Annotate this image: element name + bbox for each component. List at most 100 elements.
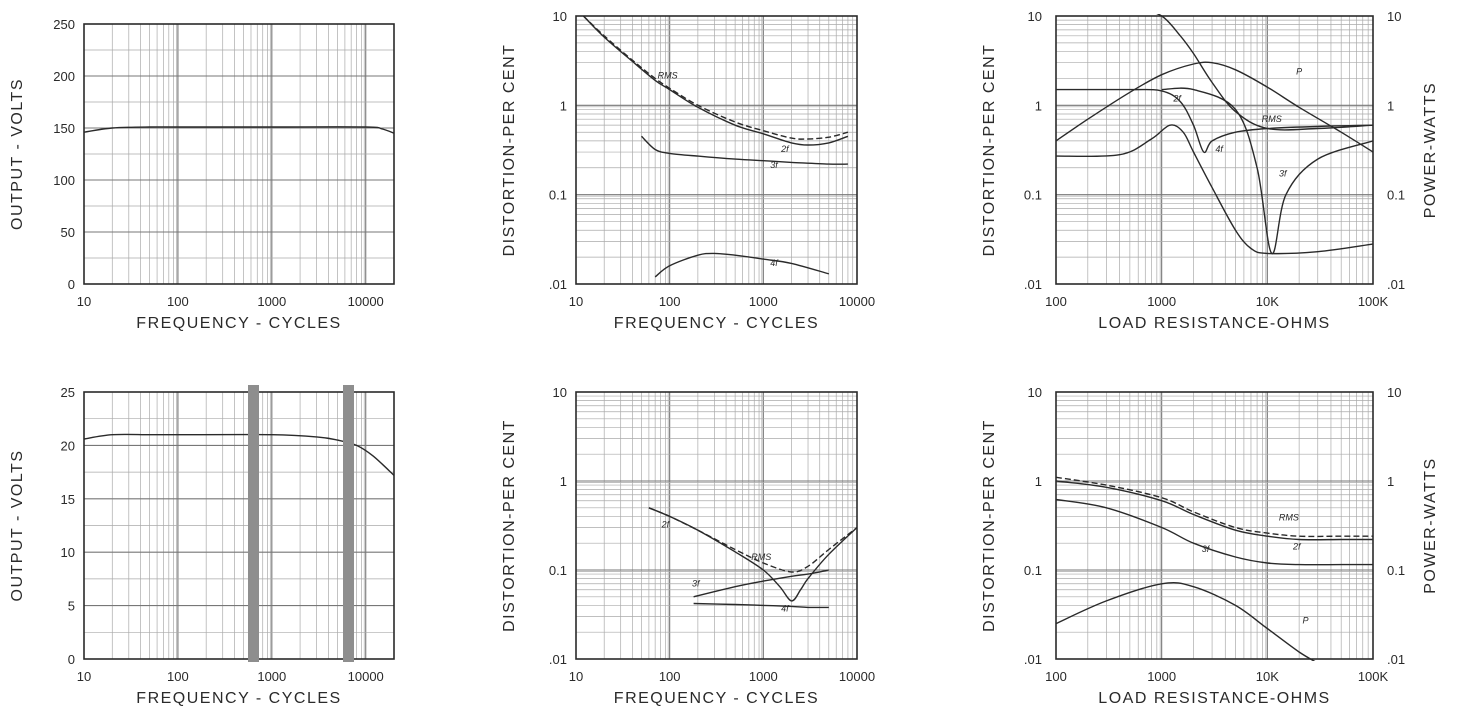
y-tick-label: .01 — [549, 652, 567, 667]
grid — [576, 392, 857, 659]
scan-artifacts — [248, 385, 354, 662]
x-tick-label: 1000 — [749, 669, 778, 684]
x-tick-label: 100K — [1358, 669, 1389, 684]
series-line-2f — [582, 15, 849, 146]
series-line-4f — [693, 602, 829, 609]
x-tick-label: 1000 — [257, 294, 286, 309]
y-tick-label: 0.1 — [1024, 188, 1042, 203]
series-group — [1056, 14, 1373, 255]
series-line-rms — [1056, 476, 1373, 538]
series-line-2f — [1056, 88, 1373, 154]
series-line-p — [1056, 581, 1316, 661]
curve-label-4f: 4f — [770, 258, 779, 268]
x-tick-label: 10 — [77, 669, 91, 684]
x-tick-label: 100 — [167, 669, 189, 684]
x-tick-label: 10000 — [348, 669, 384, 684]
y2-axis-label: POWER-WATTS — [1422, 457, 1439, 593]
x-tick-label: 10K — [1256, 669, 1279, 684]
curve-label-4f: 4f — [1215, 144, 1224, 154]
scan-bar — [248, 385, 259, 662]
series-line-rms — [1156, 14, 1373, 131]
series-line-4f — [654, 252, 829, 278]
curve-label-p: P — [1296, 67, 1302, 77]
plot-frame — [83, 23, 395, 285]
y-tick-label: 15 — [61, 492, 75, 507]
grid — [1056, 392, 1373, 659]
curve-label-rms: RMS — [1262, 114, 1282, 124]
y-axis-label: DISTORTION-PER CENT — [981, 419, 998, 632]
plot-frame — [83, 391, 395, 660]
y2-tick-label: 0.1 — [1387, 188, 1405, 203]
grid — [576, 16, 857, 284]
y2-tick-label: 1 — [1387, 474, 1394, 489]
x-tick-label: 100K — [1358, 294, 1389, 309]
curve-label-3f: 3f — [770, 160, 779, 170]
x-tick-label: 100 — [1045, 294, 1067, 309]
plot-frame — [575, 391, 858, 660]
grid — [1056, 16, 1373, 284]
x-tick-label: 1000 — [1147, 669, 1176, 684]
x-tick-label: 100 — [659, 294, 681, 309]
series-group — [84, 433, 394, 476]
chart-distortion-load-bottom: 100 1000 10K 100K .01 0.1 1 10 .01 0.1 1 10 LOAD RES… — [981, 385, 1439, 707]
series-line-output — [84, 433, 394, 476]
y-tick-label: 50 — [61, 225, 75, 240]
y-tick-label: 10 — [1028, 385, 1042, 400]
grid — [84, 24, 394, 284]
series-line-2f — [1056, 480, 1373, 541]
y-tick-label: 0.1 — [549, 188, 567, 203]
y-tick-label: 10 — [1028, 9, 1042, 24]
series-group — [1056, 476, 1373, 661]
x-tick-label: 10K — [1256, 294, 1279, 309]
curve-label-rms: RMS — [751, 552, 771, 562]
series-line-4f — [1056, 124, 1373, 255]
y-tick-label: 100 — [53, 173, 75, 188]
y-axis-label: DISTORTION-PER CENT — [501, 44, 518, 257]
y-tick-label: 0 — [68, 277, 75, 292]
y-tick-label: .01 — [1024, 277, 1042, 292]
y-tick-label: 1 — [560, 474, 567, 489]
series-line-3f — [641, 135, 848, 165]
y-tick-label: 200 — [53, 69, 75, 84]
x-tick-label: 10000 — [839, 669, 875, 684]
y-tick-label: 1 — [560, 98, 567, 113]
y2-tick-label: 10 — [1387, 385, 1401, 400]
curve-label-2f: 2f — [1172, 94, 1182, 104]
plot-frame — [1055, 391, 1374, 660]
x-tick-label: 10 — [569, 669, 583, 684]
y-axis-label: DISTORTION-PER CENT — [501, 419, 518, 632]
x-tick-label: 10 — [569, 294, 583, 309]
y-tick-label: 20 — [61, 438, 75, 453]
series-group — [648, 507, 857, 609]
y2-tick-label: 0.1 — [1387, 563, 1405, 578]
y-tick-label: 10 — [553, 9, 567, 24]
y-tick-label: 10 — [553, 385, 567, 400]
series-line-3f — [693, 569, 829, 598]
y-tick-label: .01 — [549, 277, 567, 292]
curve-label-2f: 2f — [661, 520, 671, 530]
y2-tick-label: 1 — [1387, 98, 1394, 113]
y-tick-label: 250 — [53, 17, 75, 32]
curve-label-2f: 2f — [780, 144, 790, 154]
curve-label-rms: RMS — [1279, 512, 1299, 522]
x-axis-label: LOAD RESISTANCE-OHMS — [1098, 690, 1330, 707]
x-tick-label: 10000 — [348, 294, 384, 309]
y-axis-label: DISTORTION-PER CENT — [981, 44, 998, 257]
chart-distortion-frequency-top: 10 100 1000 10000 .01 0.1 1 10 FREQUENCY - CYCLE… — [501, 9, 875, 332]
curve-label-3f: 3f — [1202, 544, 1211, 554]
curve-label-4f: 4f — [781, 604, 790, 614]
curve-label-3f: 3f — [692, 579, 701, 589]
y-tick-label: 150 — [53, 121, 75, 136]
curve-label-rms: RMS — [658, 70, 678, 80]
series-line-rms — [582, 15, 849, 140]
y-tick-label: 25 — [61, 385, 75, 400]
x-tick-label: 100 — [659, 669, 681, 684]
x-axis-label: LOAD RESISTANCE-OHMS — [1098, 315, 1330, 332]
x-axis-label: FREQUENCY - CYCLES — [614, 690, 819, 707]
chart-distortion-load-top: 100 1000 10K 100K .01 0.1 1 10 .01 0.1 1 10 LOAD RES… — [981, 9, 1439, 332]
x-axis-label: FREQUENCY - CYCLES — [614, 315, 819, 332]
y-tick-label: 1 — [1035, 98, 1042, 113]
y2-tick-label: .01 — [1387, 652, 1405, 667]
chart-output-volts-bottom: 10 100 1000 10000 0 5 10 15 20 25 FREQUENCY - CYCL… — [9, 385, 395, 707]
